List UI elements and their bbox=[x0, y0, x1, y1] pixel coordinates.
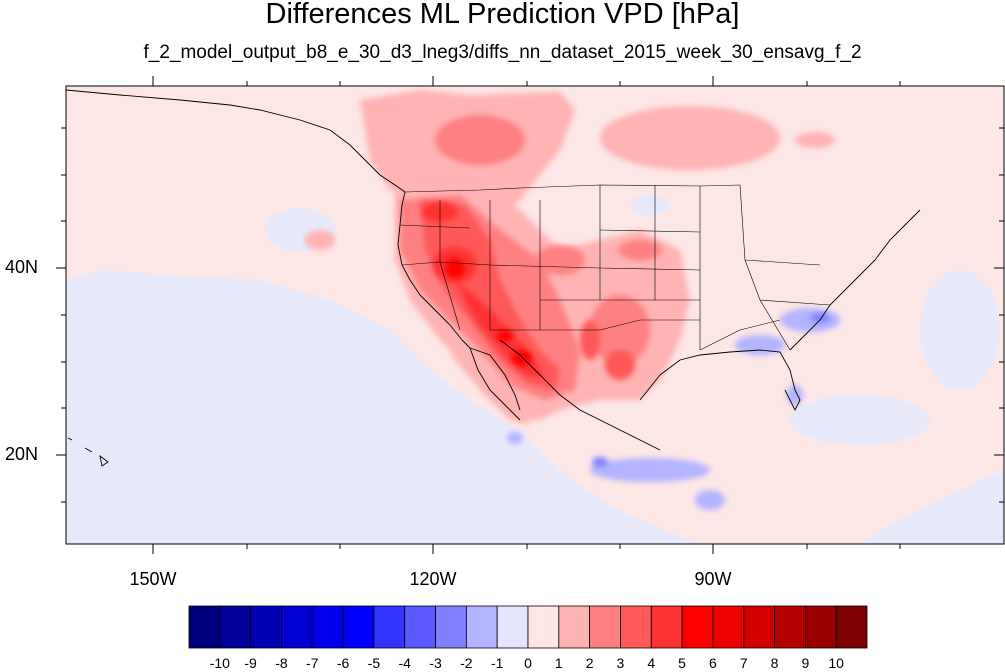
colorbar-tick-label: 1 bbox=[554, 655, 563, 671]
lat-label-20n: 20N bbox=[4, 444, 38, 464]
colorbar-swatch bbox=[712, 605, 745, 649]
colorbar-swatch bbox=[681, 605, 714, 649]
colorbar-swatch bbox=[342, 605, 375, 649]
colorbar-swatch bbox=[496, 605, 529, 649]
colorbar-swatch bbox=[527, 605, 560, 649]
colorbar-swatch bbox=[188, 605, 221, 649]
colorbar-tick-label: -9 bbox=[244, 655, 257, 671]
colorbar-swatch bbox=[281, 605, 313, 649]
lon-label-150w: 150W bbox=[129, 569, 177, 589]
colorbar-tick-label: 5 bbox=[678, 655, 686, 671]
colorbar-swatch bbox=[404, 605, 436, 649]
colorbar-swatch bbox=[250, 605, 282, 649]
colorbar-swatch bbox=[219, 605, 252, 649]
field-level-neg bbox=[507, 308, 840, 510]
colorbar-swatch bbox=[435, 605, 467, 649]
colorbar-swatch bbox=[804, 605, 837, 649]
colorbar-swatch bbox=[650, 605, 683, 649]
colorbar-tick-label: -2 bbox=[460, 655, 473, 671]
colorbar-tick-label: -8 bbox=[275, 655, 288, 671]
colorbar-swatch bbox=[589, 605, 621, 649]
lat-label-40n: 40N bbox=[4, 257, 38, 277]
colorbar bbox=[188, 605, 868, 649]
colorbar-swatch bbox=[373, 605, 406, 649]
colorbar-swatch bbox=[620, 605, 652, 649]
coastlines bbox=[66, 89, 921, 467]
colorbar-swatch bbox=[774, 605, 806, 649]
lon-label-90w: 90W bbox=[694, 569, 732, 589]
map-frame bbox=[65, 85, 1005, 545]
colorbar-tick-label: 4 bbox=[647, 655, 656, 671]
map-panel bbox=[56, 76, 1005, 554]
colorbar-tick-label: -3 bbox=[429, 655, 442, 671]
colorbar-swatch bbox=[311, 605, 344, 649]
colorbar-tick-label: -10 bbox=[209, 655, 230, 671]
colorbar-tick-label: -5 bbox=[367, 655, 381, 671]
axis-ticks bbox=[56, 76, 1004, 554]
colorbar-tick-label: -6 bbox=[336, 655, 350, 671]
colorbar-tick-label: 8 bbox=[770, 655, 779, 671]
colorbar-tick-label: -1 bbox=[490, 655, 504, 671]
colorbar-tick-label: -7 bbox=[306, 655, 319, 671]
colorbar-tick-label: 0 bbox=[524, 655, 532, 671]
colorbar-tick-label: 7 bbox=[739, 655, 748, 671]
colorbar-tick-label: 3 bbox=[616, 655, 625, 671]
colorbar-tick-label: -4 bbox=[398, 655, 411, 671]
colorbar-swatch bbox=[743, 605, 775, 649]
colorbar-tick-label: 10 bbox=[828, 655, 844, 671]
map-title: Differences ML Prediction VPD [hPa] bbox=[265, 0, 740, 30]
state-borders bbox=[399, 184, 831, 351]
colorbar-tick-label: 6 bbox=[709, 655, 717, 671]
colorbar-tick-label: 9 bbox=[801, 655, 810, 671]
map-subtitle: f_2_model_output_b8_e_30_d3_lneg3/diffs_… bbox=[143, 42, 862, 63]
lon-label-120w: 120W bbox=[409, 569, 457, 589]
vpd-difference-field bbox=[66, 86, 1004, 544]
colorbar-tick-label: 2 bbox=[585, 655, 594, 671]
colorbar-swatch bbox=[835, 605, 868, 649]
colorbar-swatch bbox=[465, 605, 498, 649]
colorbar-swatch bbox=[558, 605, 591, 649]
